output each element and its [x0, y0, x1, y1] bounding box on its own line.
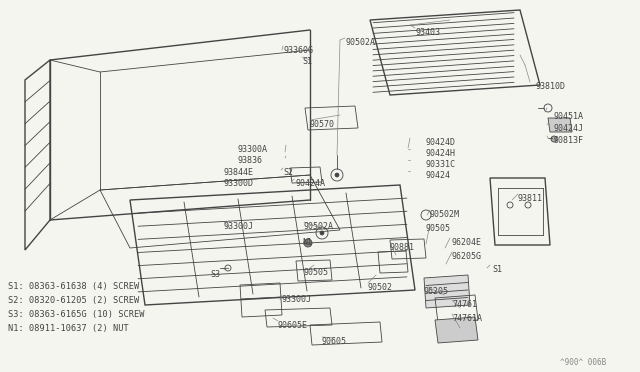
Text: 90505: 90505 — [426, 224, 451, 233]
Text: 96205G: 96205G — [452, 252, 482, 261]
Text: 93300A: 93300A — [238, 145, 268, 154]
Polygon shape — [424, 275, 470, 308]
Polygon shape — [435, 317, 478, 343]
Text: 90424D: 90424D — [426, 138, 456, 147]
Polygon shape — [548, 118, 572, 132]
Text: 93810D: 93810D — [535, 82, 565, 91]
Text: 93360G: 93360G — [283, 46, 313, 55]
Text: 90451A: 90451A — [554, 112, 584, 121]
Text: ^900^ 006B: ^900^ 006B — [560, 358, 606, 367]
Text: 93300D: 93300D — [224, 179, 254, 188]
Circle shape — [335, 173, 339, 177]
Text: 90502A: 90502A — [304, 222, 334, 231]
Text: 90502A: 90502A — [345, 38, 375, 47]
Text: 93836: 93836 — [238, 156, 263, 165]
Text: 90424: 90424 — [426, 171, 451, 180]
Circle shape — [320, 231, 324, 235]
Text: 90505: 90505 — [304, 268, 329, 277]
Circle shape — [551, 136, 557, 142]
Text: S1: 08363-61638 (4) SCREW: S1: 08363-61638 (4) SCREW — [8, 282, 140, 291]
Text: 90502M: 90502M — [430, 210, 460, 219]
Text: 74761: 74761 — [452, 300, 477, 309]
Text: S3: S3 — [210, 270, 220, 279]
Text: 96204E: 96204E — [452, 238, 482, 247]
Text: 96205: 96205 — [424, 287, 449, 296]
Text: S3: 08363-6165G (10) SCREW: S3: 08363-6165G (10) SCREW — [8, 310, 145, 319]
Text: 90424J: 90424J — [554, 124, 584, 133]
Text: 90424A: 90424A — [295, 179, 325, 188]
Text: 93811: 93811 — [518, 194, 543, 203]
Text: 90424H: 90424H — [426, 149, 456, 158]
Text: 93300J: 93300J — [282, 295, 312, 304]
Text: 90331C: 90331C — [426, 160, 456, 169]
Text: S2: 08320-61205 (2) SCREW: S2: 08320-61205 (2) SCREW — [8, 296, 140, 305]
Text: N1: 08911-10637 (2) NUT: N1: 08911-10637 (2) NUT — [8, 324, 129, 333]
Text: 93844E: 93844E — [224, 168, 254, 177]
Text: 90605: 90605 — [322, 337, 347, 346]
Text: S1: S1 — [492, 265, 502, 274]
Text: S1: S1 — [302, 57, 312, 66]
Text: 93300J: 93300J — [224, 222, 254, 231]
Text: S2: S2 — [283, 168, 293, 177]
Text: 90502: 90502 — [368, 283, 393, 292]
Text: 90570: 90570 — [310, 120, 335, 129]
Text: 74761A: 74761A — [452, 314, 482, 323]
Circle shape — [304, 239, 312, 247]
Text: 90605E: 90605E — [278, 321, 308, 330]
Text: N1: N1 — [302, 238, 312, 247]
Text: 93403: 93403 — [415, 28, 440, 37]
Text: 90813F: 90813F — [554, 136, 584, 145]
Text: 90881: 90881 — [390, 243, 415, 252]
